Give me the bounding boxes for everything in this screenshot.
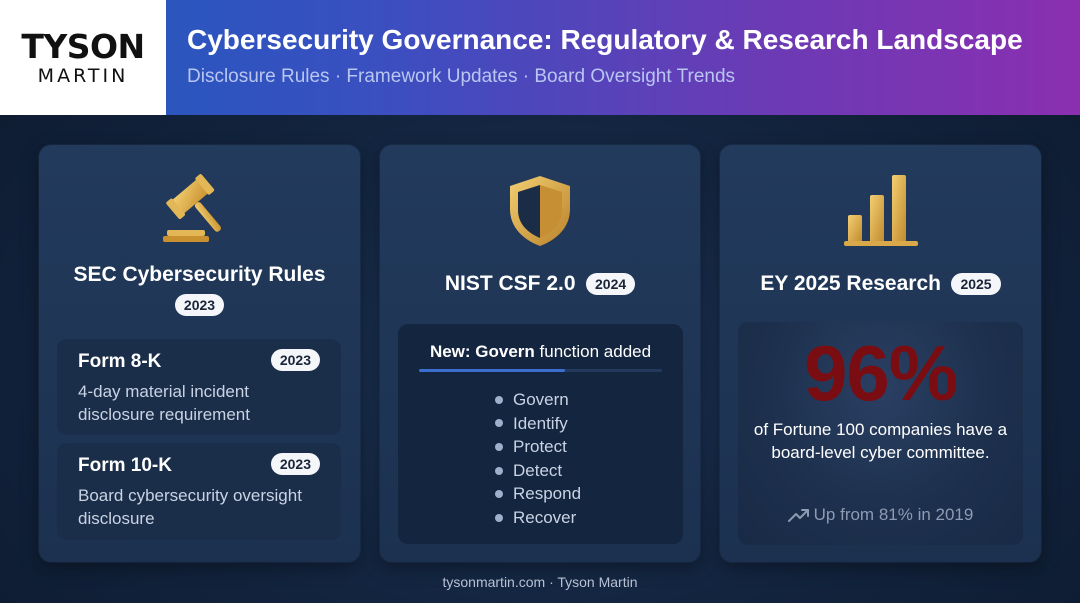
ey-research-panel: EY 2025 Research 2025 96% of Fortune 100… <box>720 145 1041 562</box>
list-item: Respond <box>495 482 581 506</box>
form-10k-year-badge: 2023 <box>270 453 320 475</box>
logo-line-2: MARTIN <box>37 64 129 87</box>
logo[interactable]: TYSON MARTIN <box>0 0 166 115</box>
nist-functions-box: New: Govern function added Govern Identi… <box>398 324 683 544</box>
ey-year-badge: 2025 <box>951 273 1001 295</box>
list-item: Identify <box>495 412 581 436</box>
list-item: Protect <box>495 435 581 459</box>
nist-panel-title: NIST CSF 2.0 <box>444 272 576 295</box>
page-subtitle: Disclosure Rules · Framework Updates · B… <box>187 66 736 87</box>
bar-chart-icon <box>844 175 918 246</box>
nist-csf-panel: NIST CSF 2.0 2024 New: Govern function a… <box>380 145 700 562</box>
form-8k-description: 4-day material incident disclosure requi… <box>78 382 250 424</box>
trend-line: Up from 81% in 2019 <box>738 505 1023 525</box>
form-8k-card: Form 8-K 2023 4-day material incident di… <box>57 339 341 435</box>
shield-icon <box>510 176 570 246</box>
nist-year-badge: 2024 <box>586 273 636 295</box>
trend-text: Up from 81% in 2019 <box>813 505 974 524</box>
form-8k-title: Form 8-K <box>78 351 162 372</box>
list-item: Recover <box>495 506 581 530</box>
nist-function-list: Govern Identify Protect Detect Respond R… <box>495 388 581 530</box>
trend-up-icon <box>787 509 809 522</box>
form-10k-card: Form 10-K 2023 Board cybersecurity overs… <box>57 443 341 540</box>
nist-highlight-rest: function added <box>534 342 652 361</box>
nist-highlight-bold: New: Govern <box>429 342 535 361</box>
nist-divider-bar <box>419 369 662 372</box>
ey-stat-box: 96% of Fortune 100 companies have a boar… <box>738 322 1023 545</box>
stat-description: of Fortune 100 companies have a board-le… <box>753 420 1008 462</box>
logo-line-1: TYSON <box>21 26 145 66</box>
header-banner: TYSON MARTIN Cybersecurity Governance: R… <box>0 0 1080 115</box>
page-title: Cybersecurity Governance: Regulatory & R… <box>187 24 1023 55</box>
form-10k-title: Form 10-K <box>78 455 172 476</box>
gavel-icon <box>163 174 221 242</box>
sec-panel-title: SEC Cybersecurity Rules <box>73 263 326 286</box>
nist-highlight: New: Govern function added <box>398 342 683 362</box>
form-8k-year-badge: 2023 <box>270 349 320 371</box>
form-10k-description: Board cybersecurity oversight disclosure <box>78 486 302 528</box>
list-item: Govern <box>495 388 581 412</box>
sec-rules-panel: SEC Cybersecurity Rules 2023 Form 8-K 20… <box>39 145 360 562</box>
footer-credit[interactable]: tysonmartin.com · Tyson Martin <box>442 574 638 590</box>
sec-year-badge: 2023 <box>174 294 225 316</box>
ey-panel-title: EY 2025 Research <box>760 272 941 295</box>
list-item: Detect <box>495 459 581 483</box>
big-stat-value: 96% <box>803 329 958 417</box>
